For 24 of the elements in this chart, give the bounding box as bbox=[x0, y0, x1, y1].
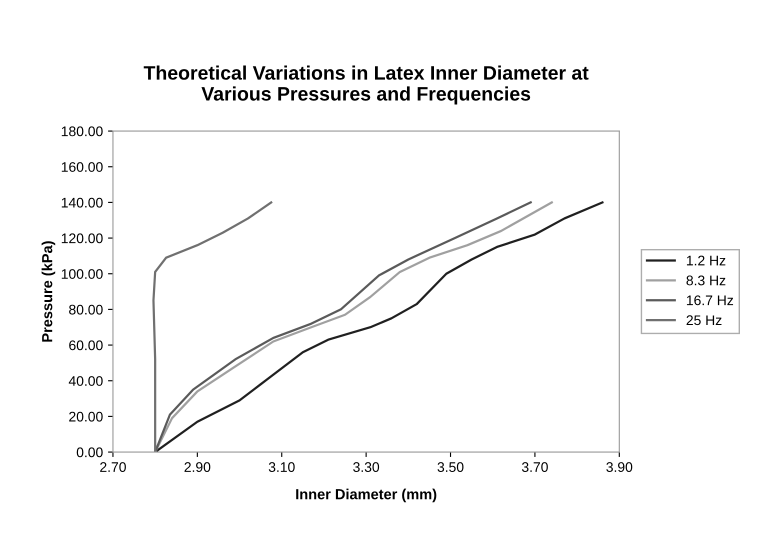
legend-label: 1.2 Hz bbox=[686, 256, 726, 266]
y-tick-label: 0.00 bbox=[76, 447, 103, 458]
x-tick-label: 3.10 bbox=[268, 462, 295, 472]
x-tick-label: 3.30 bbox=[353, 462, 380, 472]
x-axis-title: Inner Diameter (mm) bbox=[296, 488, 436, 502]
y-tick-label: 160.00 bbox=[62, 162, 103, 172]
y-tick-label: 140.00 bbox=[62, 198, 103, 208]
y-tick-label: 20.00 bbox=[69, 412, 103, 422]
x-tick-label: 2.70 bbox=[100, 462, 126, 472]
x-tick-label: 3.70 bbox=[522, 462, 548, 472]
y-axis-title: Pressure (kPa) bbox=[42, 241, 56, 342]
x-tick-label: 2.90 bbox=[184, 462, 210, 472]
y-tick-label: 80.00 bbox=[69, 304, 103, 315]
legend-label: 25 Hz bbox=[686, 315, 722, 326]
legend-label: 16.7 Hz bbox=[686, 295, 734, 306]
y-tick-label: 180.00 bbox=[62, 126, 103, 136]
y-tick-label: 120.00 bbox=[62, 233, 103, 244]
y-tick-label: 100.00 bbox=[62, 269, 103, 279]
x-tick-label: 3.90 bbox=[606, 462, 632, 472]
legend-label: 8.3 Hz bbox=[686, 276, 726, 286]
chart-title: Theoretical Variations in Latex Inner Diameter at Various Pressures and Frequencies bbox=[144, 65, 589, 105]
y-tick-label: 40.00 bbox=[68, 376, 103, 386]
x-tick-label: 3.50 bbox=[438, 462, 464, 472]
y-tick-label: 60.00 bbox=[69, 340, 103, 350]
